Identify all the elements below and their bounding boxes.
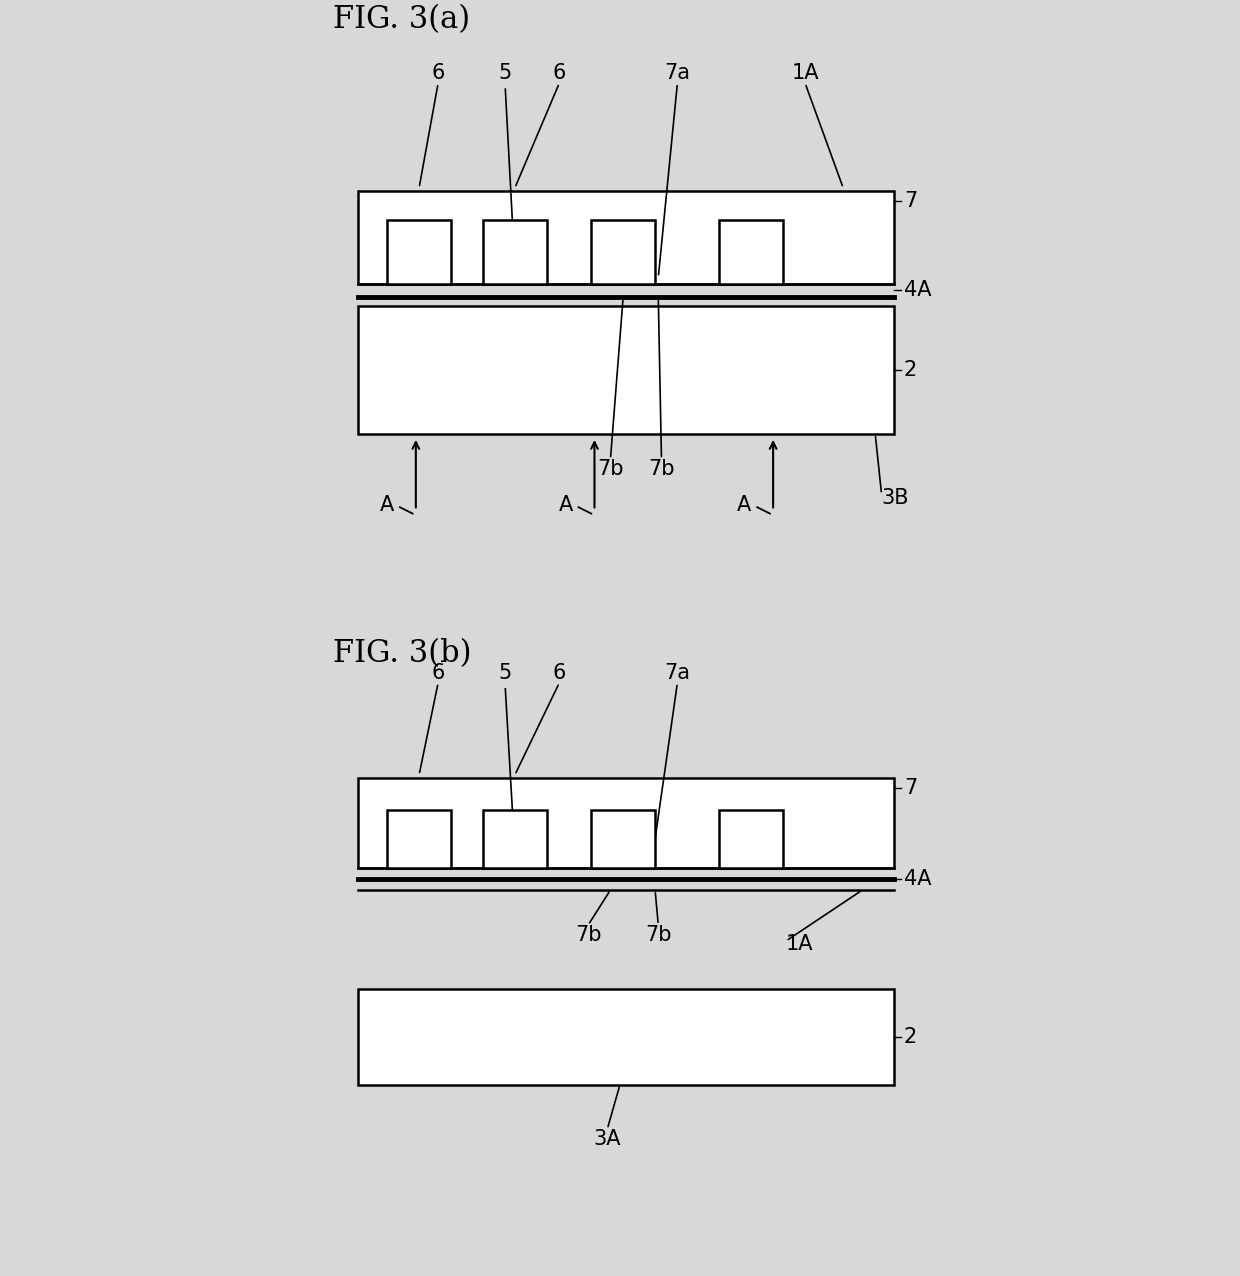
Bar [719,219,782,285]
Text: A: A [379,495,394,516]
Bar [358,191,894,285]
Bar [387,810,451,868]
Bar [387,219,451,285]
Text: 1A: 1A [791,63,818,83]
Text: 7b: 7b [598,459,624,480]
Text: FIG. 3(b): FIG. 3(b) [332,638,471,670]
Text: A: A [559,495,573,516]
Text: 5: 5 [498,63,512,83]
Text: 7a: 7a [665,662,691,683]
Bar [591,810,655,868]
Bar [482,810,547,868]
Text: 6: 6 [553,662,567,683]
Text: FIG. 3(a): FIG. 3(a) [332,4,470,34]
Bar [358,778,894,868]
Text: 2: 2 [904,1027,918,1046]
Text: 7a: 7a [665,63,691,83]
Text: 6: 6 [432,662,445,683]
Text: 2: 2 [904,360,918,380]
Text: 1A: 1A [786,934,813,954]
Text: 4A: 4A [904,281,931,300]
Text: 3B: 3B [882,487,909,508]
Text: 5: 5 [498,662,512,683]
Text: 7b: 7b [645,925,672,946]
Text: 7: 7 [904,778,918,798]
Text: 4A: 4A [904,869,931,889]
Text: A: A [738,495,751,516]
Text: 7b: 7b [649,459,675,480]
Text: 7b: 7b [575,925,601,946]
Bar [358,989,894,1085]
Bar [591,219,655,285]
Text: 6: 6 [553,63,567,83]
Bar [358,306,894,434]
Bar [482,219,547,285]
Text: 7: 7 [904,191,918,211]
Text: 6: 6 [432,63,445,83]
Text: 3A: 3A [594,1129,621,1150]
Bar [719,810,782,868]
